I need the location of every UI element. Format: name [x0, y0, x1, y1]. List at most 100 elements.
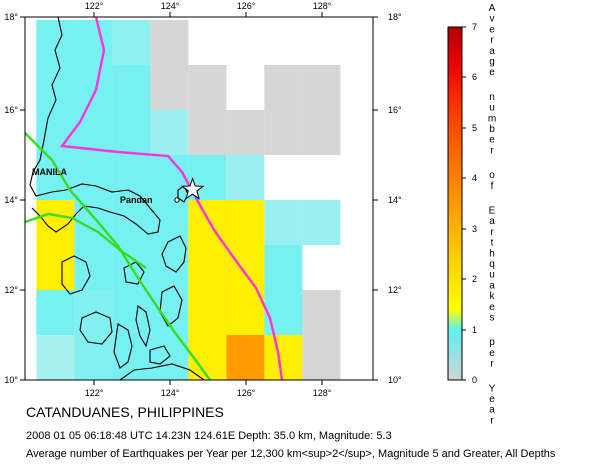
pandan-label: Pandan: [120, 195, 153, 205]
grid-cell: [36, 20, 75, 65]
colorbar-title-glyph: t: [491, 238, 494, 249]
x-tick-top-126: 126°: [237, 1, 256, 11]
grid-cell: [226, 290, 265, 335]
pandan-location-marker: [174, 197, 180, 203]
x-tick-top-124: 124°: [161, 1, 180, 11]
x-tick-bottom-122: 122°: [85, 388, 104, 398]
grid-cell: [302, 65, 341, 110]
colorbar-title-glyph: k: [490, 291, 496, 302]
x-tick-bottom-124: 124°: [161, 388, 180, 398]
grid-cell: [150, 155, 189, 200]
grid-cell: [226, 245, 265, 290]
grid-cell: [74, 155, 113, 200]
colorbar-title-glyph: a: [489, 46, 495, 57]
grid-cell: [226, 110, 265, 155]
colorbar-title-glyph: f: [491, 181, 494, 192]
epicenter-star-icon: [180, 177, 205, 200]
y-tick-right-16: 16°: [388, 105, 402, 115]
grid-cell: [188, 65, 227, 110]
samar-coastline: [161, 235, 187, 273]
grid-cell: [112, 65, 151, 110]
map-axes: [20, 12, 378, 385]
negros-coastline: [113, 323, 133, 369]
grid-cell: [150, 200, 189, 245]
grid-cell: [112, 110, 151, 155]
y-tick-left-10: 10°: [4, 375, 18, 385]
x-tick-bottom-128: 128°: [313, 388, 332, 398]
colorbar-title-glyph: r: [490, 35, 494, 46]
colorbar-title-glyph: g: [489, 57, 495, 68]
grid-cell: [264, 110, 303, 155]
grid-cell: [302, 290, 341, 335]
grid-cell: [302, 110, 341, 155]
colorbar-title-glyph: e: [489, 24, 495, 35]
grid-cell: [74, 335, 113, 380]
masbate-coastline: [123, 261, 145, 285]
grid-cell: [302, 335, 341, 380]
colorbar-title-glyph: v: [490, 14, 495, 25]
seismicity-grid: [36, 20, 341, 380]
colorbar-title-glyph: A: [489, 3, 496, 14]
colorbar-title-glyph: e: [489, 348, 495, 359]
grid-cell: [74, 65, 113, 110]
colorbar-tick-4: 4: [472, 173, 477, 183]
x-tick-bottom-126: 126°: [237, 388, 256, 398]
subduction-trench-line: [59, 17, 284, 380]
grid-cell: [226, 335, 265, 380]
cebu-coastline: [135, 305, 151, 348]
colorbar-title-glyph: r: [490, 359, 494, 370]
colorbar-tick-2: 2: [472, 274, 477, 284]
mindanao-coastline: [119, 363, 205, 380]
colorbar-title-glyph: r: [490, 415, 494, 426]
colorbar-title-glyph: u: [489, 103, 495, 114]
grid-cell: [150, 110, 189, 155]
grid-cell: [112, 290, 151, 335]
mindoro-coastline: [61, 255, 91, 295]
y-tick-left-14: 14°: [4, 195, 18, 205]
grid-cell: [188, 245, 227, 290]
grid-cell: [112, 155, 151, 200]
philippine-fault-line: [25, 132, 211, 380]
grid-cell: [264, 335, 303, 380]
grid-cell: [150, 20, 189, 65]
grid-cell: [36, 155, 75, 200]
panay-coastline: [79, 311, 113, 345]
colorbar-title-glyph: e: [489, 394, 495, 405]
y-tick-right-14: 14°: [388, 195, 402, 205]
manila-label: MANILA: [32, 167, 67, 177]
y-tick-right-10: 10°: [388, 375, 402, 385]
map-description: Average number of Earthquakes per Year p…: [26, 448, 556, 460]
seismicity-map: Pandan MANILA 122° 124° 126° 128° 122° 1…: [4, 1, 402, 398]
grid-cell: [302, 200, 341, 245]
grid-cell: [188, 290, 227, 335]
grid-cell: [36, 245, 75, 290]
grid-cell: [36, 335, 75, 380]
x-tick-top-128: 128°: [313, 1, 332, 11]
colorbar-title-glyph: q: [489, 259, 495, 270]
region-title: CATANDUANES, PHILIPPINES: [26, 404, 224, 420]
x-tick-top-122: 122°: [85, 1, 104, 11]
colorbar-title-glyph: E: [489, 206, 496, 217]
y-tick-left-18: 18°: [4, 12, 18, 22]
grid-cell: [74, 20, 113, 65]
grid-cell: [112, 20, 151, 65]
map-frame: [24, 16, 374, 381]
grid-cell: [188, 110, 227, 155]
grid-cell: [112, 200, 151, 245]
colorbar-title-glyph: e: [489, 302, 495, 313]
colorbar-title-glyph: e: [489, 67, 495, 78]
grid-cell: [264, 200, 303, 245]
grid-cell: [36, 290, 75, 335]
colorbar-title-glyph: a: [489, 405, 495, 416]
grid-cell: [226, 155, 265, 200]
y-tick-left-16: 16°: [4, 105, 18, 115]
colorbar-tick-6: 6: [472, 72, 477, 82]
grid-cell: [36, 65, 75, 110]
y-tick-left-12: 12°: [4, 285, 18, 295]
y-tick-right-12: 12°: [388, 285, 402, 295]
grid-cell: [226, 200, 265, 245]
colorbar-title-glyph: r: [490, 145, 494, 156]
colorbar-title-glyph: p: [489, 337, 495, 348]
